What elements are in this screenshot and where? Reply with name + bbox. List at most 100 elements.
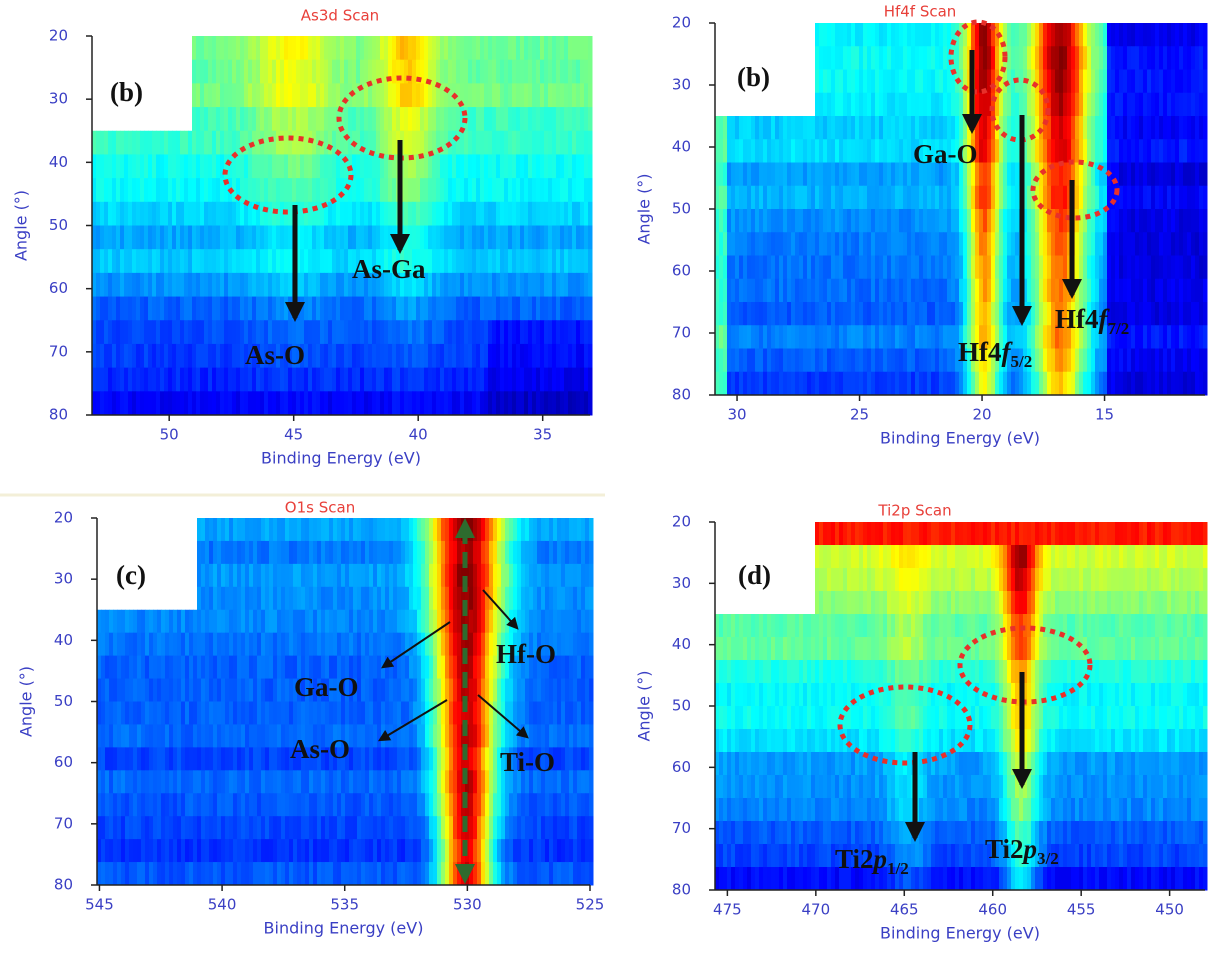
heat-cell	[197, 541, 202, 564]
heat-cell	[1187, 116, 1192, 140]
heat-cell	[560, 344, 565, 368]
heat-cell	[460, 131, 465, 155]
heat-cell	[245, 518, 250, 541]
heat-cell	[589, 656, 594, 679]
heat-cell	[173, 724, 178, 747]
heat-cell	[1091, 93, 1096, 117]
heat-cell	[440, 107, 445, 131]
heat-cell	[1067, 23, 1072, 47]
heat-cell	[340, 391, 345, 415]
heat-cell	[429, 541, 434, 564]
heat-cell	[429, 656, 434, 679]
heat-cell	[472, 36, 477, 60]
heat-cell	[160, 344, 165, 368]
heat-cell	[875, 70, 880, 94]
heat-cell	[472, 178, 477, 202]
heat-cell	[457, 656, 462, 679]
heat-cell	[895, 209, 900, 233]
heat-cell	[987, 46, 992, 70]
heat-cell	[124, 131, 129, 155]
heat-cell	[1047, 349, 1052, 373]
heat-cell	[787, 256, 792, 280]
heat-cell	[931, 279, 936, 303]
heat-cell	[568, 249, 573, 273]
heat-cell	[320, 368, 325, 392]
heat-cell	[188, 320, 193, 344]
heat-cell	[807, 209, 812, 233]
heat-cell	[193, 724, 198, 747]
heat-cell	[193, 633, 198, 656]
heat-cell	[1183, 232, 1188, 256]
heat-cell	[863, 372, 868, 396]
heat-cell	[428, 83, 433, 107]
heat-cell	[537, 610, 542, 633]
heat-cell	[140, 368, 145, 392]
heat-cell	[883, 23, 888, 47]
heat-cell	[484, 131, 489, 155]
heat-cell	[1031, 232, 1036, 256]
heat-cell	[172, 320, 177, 344]
heat-cell	[979, 372, 984, 396]
heat-cell	[324, 178, 329, 202]
heat-cell	[305, 518, 310, 541]
heat-cell	[304, 297, 309, 321]
heat-cell	[1035, 325, 1040, 349]
heat-cell	[212, 273, 217, 297]
heat-cell	[200, 344, 205, 368]
heat-cell	[1015, 186, 1020, 210]
heat-cell	[225, 564, 230, 587]
heat-cell	[468, 226, 473, 250]
heat-cell	[767, 116, 772, 140]
heat-cell	[1131, 232, 1136, 256]
heat-cell	[831, 325, 836, 349]
heat-cell	[557, 564, 562, 587]
heat-cell	[476, 131, 481, 155]
heat-cell	[288, 83, 293, 107]
heat-cell	[787, 349, 792, 373]
heat-cell	[417, 679, 422, 702]
heat-cell	[125, 656, 130, 679]
heat-cell	[376, 131, 381, 155]
heat-cell	[300, 202, 305, 226]
heat-cell	[288, 297, 293, 321]
heat-cell	[213, 724, 218, 747]
heat-cell	[180, 273, 185, 297]
heat-cell	[799, 232, 804, 256]
heat-cell	[835, 46, 840, 70]
y-tick-label: 30	[49, 90, 68, 108]
heat-cell	[288, 391, 293, 415]
heat-cell	[795, 279, 800, 303]
heat-cell	[236, 60, 241, 84]
heat-cell	[1015, 232, 1020, 256]
heat-cell	[823, 70, 828, 94]
heat-cell	[268, 202, 273, 226]
heat-cell	[1087, 93, 1092, 117]
heat-cell	[112, 249, 117, 273]
heat-cell	[348, 36, 353, 60]
heat-cell	[513, 679, 518, 702]
heat-cell	[504, 36, 509, 60]
heat-cell	[244, 131, 249, 155]
heat-cell	[1163, 325, 1168, 349]
heat-cell	[469, 702, 474, 725]
heat-cell	[280, 226, 285, 250]
heat-cell	[1191, 232, 1196, 256]
heat-cell	[859, 186, 864, 210]
heat-cell	[915, 70, 920, 94]
heat-cell	[268, 249, 273, 273]
heat-cell	[489, 724, 494, 747]
heat-cell	[488, 107, 493, 131]
heat-cell	[452, 344, 457, 368]
heat-cell	[336, 297, 341, 321]
heat-cell	[320, 320, 325, 344]
heat-cell	[879, 325, 884, 349]
heat-cell	[344, 226, 349, 250]
heat-cell	[392, 107, 397, 131]
heat-cell	[863, 70, 868, 94]
heat-cell	[1079, 372, 1084, 396]
heat-cell	[1183, 325, 1188, 349]
heat-cell	[316, 83, 321, 107]
heat-cell	[364, 60, 369, 84]
heat-cell	[212, 368, 217, 392]
heat-cell	[1183, 349, 1188, 373]
